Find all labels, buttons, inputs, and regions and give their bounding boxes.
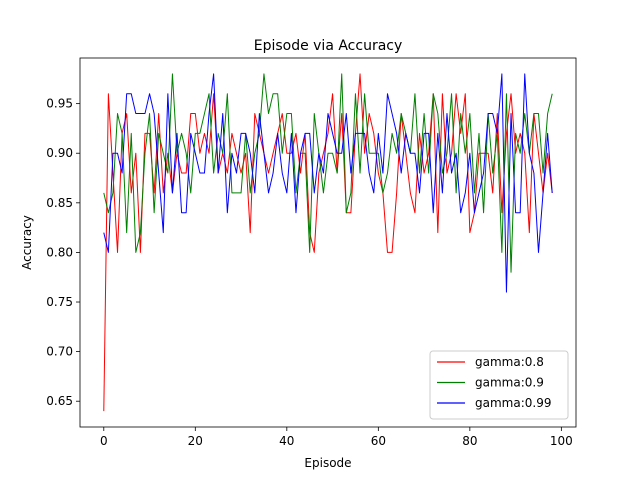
series-layer	[103, 73, 553, 412]
legend-box	[429, 350, 569, 420]
legend-label: gamma:0.99	[475, 396, 551, 410]
x-axis-label: Episode	[304, 456, 351, 470]
y-tick-label: 0.95	[46, 97, 73, 111]
y-axis: 0.65 0.70 0.75 0.80 0.85 0.90 0.95	[46, 97, 80, 408]
x-tick-label: 80	[462, 434, 477, 448]
series-line-gamma-0-99	[103, 73, 553, 293]
legend: gamma:0.8 gamma:0.9 gamma:0.99	[429, 350, 569, 420]
y-tick-label: 0.80	[46, 245, 73, 259]
x-tick-label: 20	[188, 434, 203, 448]
y-tick-label: 0.70	[46, 345, 73, 359]
x-tick-label: 100	[550, 434, 573, 448]
x-axis: 0 20 40 60 80 100	[100, 427, 573, 448]
plot-area	[79, 57, 577, 428]
x-tick-label: 0	[100, 434, 108, 448]
legend-label: gamma:0.8	[475, 355, 544, 369]
chart-title: Episode via Accuracy	[254, 38, 403, 54]
x-tick-label: 60	[371, 434, 386, 448]
series-line-gamma-0-9	[103, 73, 553, 273]
axes-frame	[79, 57, 577, 428]
x-tick-label: 40	[279, 434, 294, 448]
y-axis-label: Accuracy	[20, 215, 34, 270]
y-tick-label: 0.85	[46, 196, 73, 210]
y-tick-label: 0.75	[46, 295, 73, 309]
y-tick-label: 0.90	[46, 146, 73, 160]
legend-label: gamma:0.9	[475, 376, 544, 390]
y-tick-label: 0.65	[46, 394, 73, 408]
